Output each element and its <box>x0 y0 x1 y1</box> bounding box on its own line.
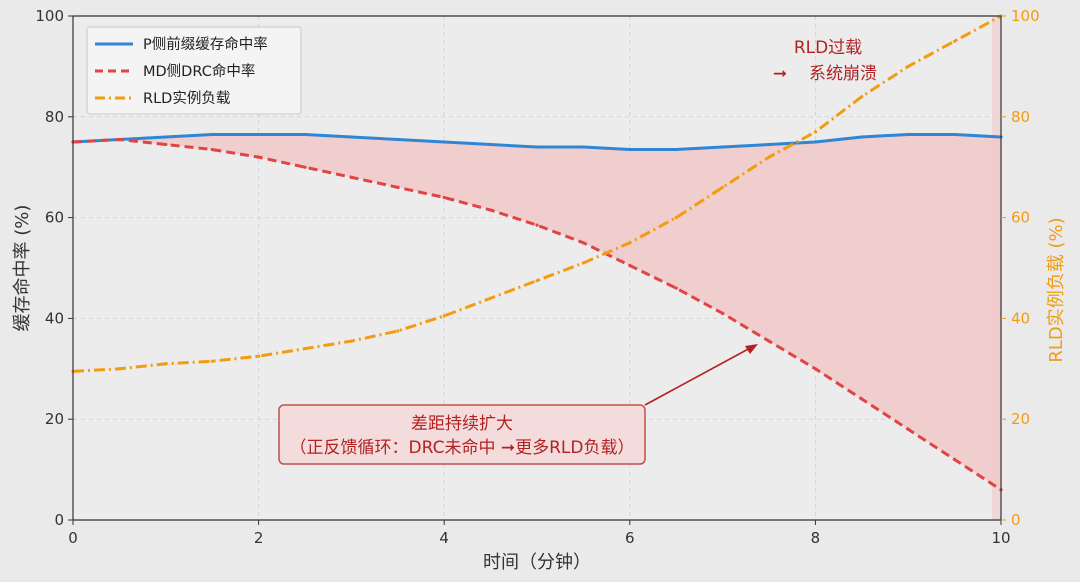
x-axis-title: 时间（分钟） <box>483 552 591 573</box>
legend-label-md-side: MD侧DRC命中率 <box>143 62 255 80</box>
x-ticks: 0 2 4 6 8 10 <box>68 520 1011 547</box>
data-point-rld <box>535 279 539 283</box>
data-point-md-side <box>396 185 400 189</box>
right-edge-band <box>992 16 1001 520</box>
y-ticks-right: 0 20 40 60 80 100 <box>1001 7 1040 529</box>
x-tick-label: 8 <box>811 529 821 547</box>
data-point-md-side <box>860 397 864 401</box>
legend-box <box>86 26 302 115</box>
data-point-md-side <box>164 142 168 147</box>
data-point-rld <box>860 95 864 99</box>
y-tick-label-right: 100 <box>1011 7 1040 25</box>
y-tick-label-right: 20 <box>1011 410 1030 428</box>
annotation-arrow-glyph: ➞ <box>773 64 787 84</box>
series-lines <box>71 14 1003 492</box>
x-tick-label: 0 <box>68 529 78 547</box>
y-tick-label-left: 20 <box>45 410 64 428</box>
y-axis-title-left: 缓存命中率 (%) <box>12 205 33 332</box>
y-tick-label-left: 40 <box>45 309 64 327</box>
data-point-rld <box>953 39 957 43</box>
data-point-p-side <box>164 135 168 139</box>
series-line-rld <box>72 14 1002 373</box>
annotation-box <box>278 404 646 465</box>
data-point-p-side <box>674 147 678 152</box>
data-point-md-side <box>906 427 910 431</box>
data-point-md-side <box>210 147 214 152</box>
data-point-p-side <box>581 145 586 149</box>
data-point-md-side <box>813 367 818 371</box>
data-point-rld <box>349 339 353 343</box>
data-point-p-side <box>349 135 353 139</box>
legend-label-rld: RLD实例负载 <box>143 90 230 107</box>
y-tick-label-right: 40 <box>1011 309 1030 327</box>
data-point-md-side <box>953 457 957 462</box>
data-point-rld <box>442 314 446 318</box>
y-ticks-left: 0 20 40 60 80 100 <box>35 7 73 529</box>
legend-label-p-side: P侧前缀缓存命中率 <box>143 35 268 53</box>
annotation-rld-overload: RLD过载 <box>794 38 862 58</box>
data-point-md-side <box>349 175 353 179</box>
data-point-p-side <box>442 140 446 144</box>
data-point-p-side <box>628 147 632 152</box>
data-point-p-side <box>953 132 957 137</box>
data-point-rld <box>581 261 586 265</box>
x-tick-label: 6 <box>625 529 635 547</box>
data-point-p-side <box>396 137 400 142</box>
data-point-p-side <box>257 132 261 137</box>
series-line-md-side <box>72 137 1002 492</box>
data-point-md-side <box>535 223 539 227</box>
annotation-gap-detail: （正反馈循环：DRC未命中 ➞更多RLD负载） <box>290 438 635 458</box>
data-point-md-side <box>442 195 446 200</box>
data-point-rld <box>767 155 771 159</box>
data-point-md-side <box>721 311 725 315</box>
data-point-md-side <box>767 339 771 343</box>
data-point-p-side <box>535 145 539 149</box>
data-point-md-side <box>303 165 307 169</box>
data-point-rld <box>906 64 910 68</box>
annotation-arrow-head <box>745 344 758 354</box>
data-point-rld <box>210 359 214 363</box>
x-tick-label: 2 <box>254 529 264 547</box>
data-point-rld <box>257 354 261 358</box>
data-point-md-side <box>674 286 678 290</box>
y-axis-title-right: RLD实例负载 (%) <box>1046 217 1067 362</box>
data-point-p-side <box>721 145 725 149</box>
data-point-p-side <box>860 135 864 139</box>
y-tick-label-right: 80 <box>1011 108 1030 126</box>
data-point-rld <box>117 367 121 371</box>
data-point-p-side <box>210 132 214 137</box>
data-point-rld <box>628 241 632 245</box>
data-point-rld <box>164 362 168 366</box>
y-tick-label-right: 0 <box>1011 511 1021 529</box>
annotation-arrow-line <box>644 346 753 406</box>
y-tick-label-left: 100 <box>35 7 64 25</box>
legend: P侧前缀缓存命中率 MD侧DRC命中率 RLD实例负载 <box>86 26 302 115</box>
data-point-rld <box>489 296 493 300</box>
data-point-md-side <box>489 208 493 212</box>
data-point-p-side <box>813 140 818 144</box>
data-point-md-side <box>628 263 632 268</box>
annotation-gap-title: 差距持续扩大 <box>411 414 513 434</box>
data-point-p-side <box>489 142 493 147</box>
data-point-md-side <box>117 137 121 142</box>
y-tick-label-right: 60 <box>1011 209 1030 227</box>
x-tick-label: 4 <box>439 529 449 547</box>
data-point-md-side <box>581 241 586 245</box>
data-point-md-side <box>257 155 261 159</box>
annotation-system-collapse: 系统崩溃 <box>809 64 877 84</box>
data-point-p-side <box>767 142 771 147</box>
data-point-rld <box>674 216 678 220</box>
data-point-rld <box>813 130 818 134</box>
data-point-rld <box>721 185 725 189</box>
data-point-rld <box>303 347 307 351</box>
y-tick-label-left: 0 <box>54 511 64 529</box>
data-point-p-side <box>303 132 307 137</box>
data-point-p-side <box>906 132 910 137</box>
y-tick-label-left: 80 <box>45 108 64 126</box>
x-tick-label: 10 <box>991 529 1010 547</box>
gap-fill-area <box>73 134 1001 490</box>
y-tick-label-left: 60 <box>45 209 64 227</box>
data-point-rld <box>396 329 400 333</box>
